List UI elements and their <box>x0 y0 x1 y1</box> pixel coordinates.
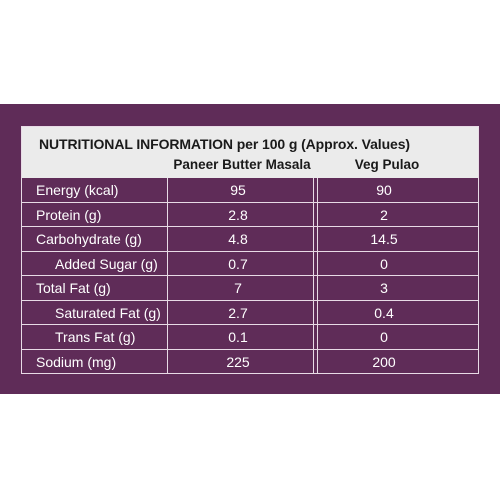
row-value-pulao: 3 <box>380 280 388 296</box>
row-value-pulao: 2 <box>380 206 388 223</box>
table-row: Trans Fat (g) 0.1 0 <box>22 325 478 350</box>
table-body: Energy (kcal) 95 90 Protein (g) 2.8 2 Ca… <box>22 178 478 374</box>
row-value-pulao: 0 <box>380 329 388 345</box>
row-value-pulao: 0 <box>380 255 388 272</box>
row-value-pulao: 90 <box>376 182 392 198</box>
table-row: Total Fat (g) 7 3 <box>22 276 478 301</box>
column-header-veg-pulao: Veg Pulao <box>354 157 420 172</box>
table-row: Sodium (mg) 225 200 <box>22 350 478 375</box>
row-value-paneer: 7 <box>234 280 242 296</box>
row-value-pulao: 200 <box>372 353 396 370</box>
row-value-paneer: 225 <box>226 353 250 370</box>
nutrition-panel: NUTRITIONAL INFORMATION per 100 g (Appro… <box>0 104 500 394</box>
table-header: NUTRITIONAL INFORMATION per 100 g (Appro… <box>22 127 478 178</box>
row-value-paneer: 0.7 <box>228 255 248 272</box>
table-row: Energy (kcal) 95 90 <box>22 178 478 203</box>
row-value-paneer: 2.8 <box>228 206 248 223</box>
row-value-paneer: 0.1 <box>228 329 248 345</box>
row-value-pulao: 0.4 <box>374 304 394 321</box>
table-row: Carbohydrate (g) 4.8 14.5 <box>22 227 478 252</box>
row-value-paneer: 2.7 <box>228 304 248 321</box>
table-row: Protein (g) 2.8 2 <box>22 203 478 227</box>
row-value-paneer: 4.8 <box>228 231 248 247</box>
table-row: Added Sugar (g) 0.7 0 <box>22 252 478 276</box>
nutrition-table: NUTRITIONAL INFORMATION per 100 g (Appro… <box>21 126 479 374</box>
row-label: Sodium (mg) <box>36 353 117 370</box>
row-label: Protein (g) <box>36 206 102 223</box>
row-label: Carbohydrate (g) <box>36 231 142 247</box>
row-label: Energy (kcal) <box>36 182 119 198</box>
table-title: NUTRITIONAL INFORMATION per 100 g (Appro… <box>39 136 410 152</box>
row-label: Added Sugar (g) <box>55 255 158 272</box>
row-value-paneer: 95 <box>230 182 246 198</box>
row-label: Trans Fat (g) <box>55 329 136 345</box>
row-value-pulao: 14.5 <box>370 231 398 247</box>
column-header-paneer-butter-masala: Paneer Butter Masala <box>173 157 311 172</box>
row-label: Saturated Fat (g) <box>55 304 161 321</box>
table-row: Saturated Fat (g) 2.7 0.4 <box>22 301 478 325</box>
row-label: Total Fat (g) <box>36 280 111 296</box>
